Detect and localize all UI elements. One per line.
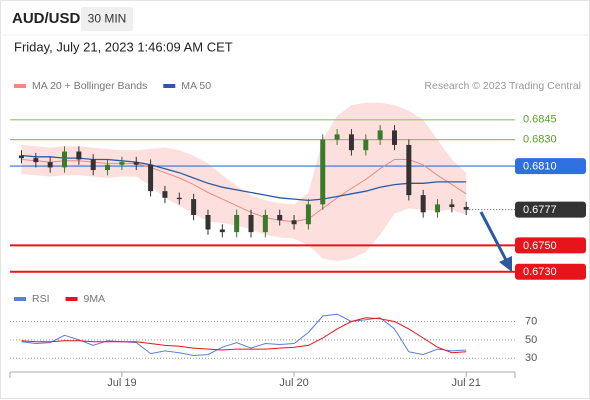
candle-body <box>191 199 197 215</box>
forecast-arrow <box>479 211 508 261</box>
level-label: 0.6810 <box>523 160 557 172</box>
x-tick-label: Jul 21 <box>452 377 481 389</box>
legend-label: MA 20 + Bollinger Bands <box>32 80 147 92</box>
candle-body <box>363 139 369 151</box>
candle-body <box>47 162 53 168</box>
legend-swatch <box>65 297 78 301</box>
forecast-arrow-head <box>499 256 512 272</box>
legend-label: MA 50 <box>181 80 211 92</box>
level-label: 0.6777 <box>523 204 557 216</box>
level-label: 0.6730 <box>523 266 557 278</box>
candle-body <box>435 204 441 213</box>
symbol: AUD/USD <box>12 10 81 27</box>
candle-body <box>348 134 354 151</box>
level-label: 0.6830 <box>523 134 557 146</box>
candle-body <box>391 130 397 145</box>
candle-body <box>449 204 455 208</box>
legend-label: 9MA <box>84 293 106 305</box>
candle-body <box>18 155 24 159</box>
level-box <box>515 158 586 175</box>
candle-body <box>148 164 154 192</box>
candle-body <box>305 204 311 225</box>
candle-body <box>248 214 254 233</box>
timeframe-box <box>81 7 133 31</box>
candle-body <box>205 214 211 230</box>
candle-body <box>90 159 96 171</box>
candle-body <box>105 164 111 171</box>
candle-body <box>291 220 297 225</box>
candle-body <box>33 158 39 163</box>
legend-swatch <box>14 297 26 301</box>
candle-body <box>334 134 340 140</box>
indicator-line <box>21 317 467 354</box>
bollinger-band <box>21 102 467 262</box>
legend-swatch <box>14 84 26 88</box>
candle-body <box>119 162 125 165</box>
candle-body <box>320 139 326 205</box>
candle-body <box>176 197 182 200</box>
y-tick-label: 30 <box>525 352 537 364</box>
level-label: 0.6750 <box>523 240 557 252</box>
indicator-line <box>21 313 467 357</box>
candle-body <box>62 151 68 168</box>
candle-body <box>406 144 412 196</box>
timeframe: 30 MIN <box>88 12 127 26</box>
level-box <box>515 263 586 280</box>
y-tick-label: 50 <box>525 334 537 346</box>
candle-body <box>420 195 426 213</box>
legend-label: RSI <box>32 293 50 305</box>
candle-body <box>377 130 383 140</box>
source: Research © 2023 Trading Central <box>424 80 581 92</box>
x-tick-label: Jul 19 <box>107 377 136 389</box>
y-tick-label: 70 <box>525 315 537 327</box>
candle-body <box>234 214 240 233</box>
candle-body <box>162 191 168 198</box>
level-label: 0.6845 <box>523 114 557 126</box>
x-tick-label: Jul 20 <box>279 377 308 389</box>
candle-body <box>219 229 225 233</box>
candle-body <box>463 207 469 210</box>
timestamp: Friday, July 21, 2023 1:46:09 AM CET <box>14 39 233 54</box>
level-box <box>515 237 586 254</box>
candle-body <box>76 151 82 160</box>
candle-body <box>277 214 283 221</box>
candle-body <box>262 214 268 233</box>
candle-body <box>133 162 139 165</box>
legend-swatch <box>163 84 176 88</box>
level-box <box>515 201 586 218</box>
